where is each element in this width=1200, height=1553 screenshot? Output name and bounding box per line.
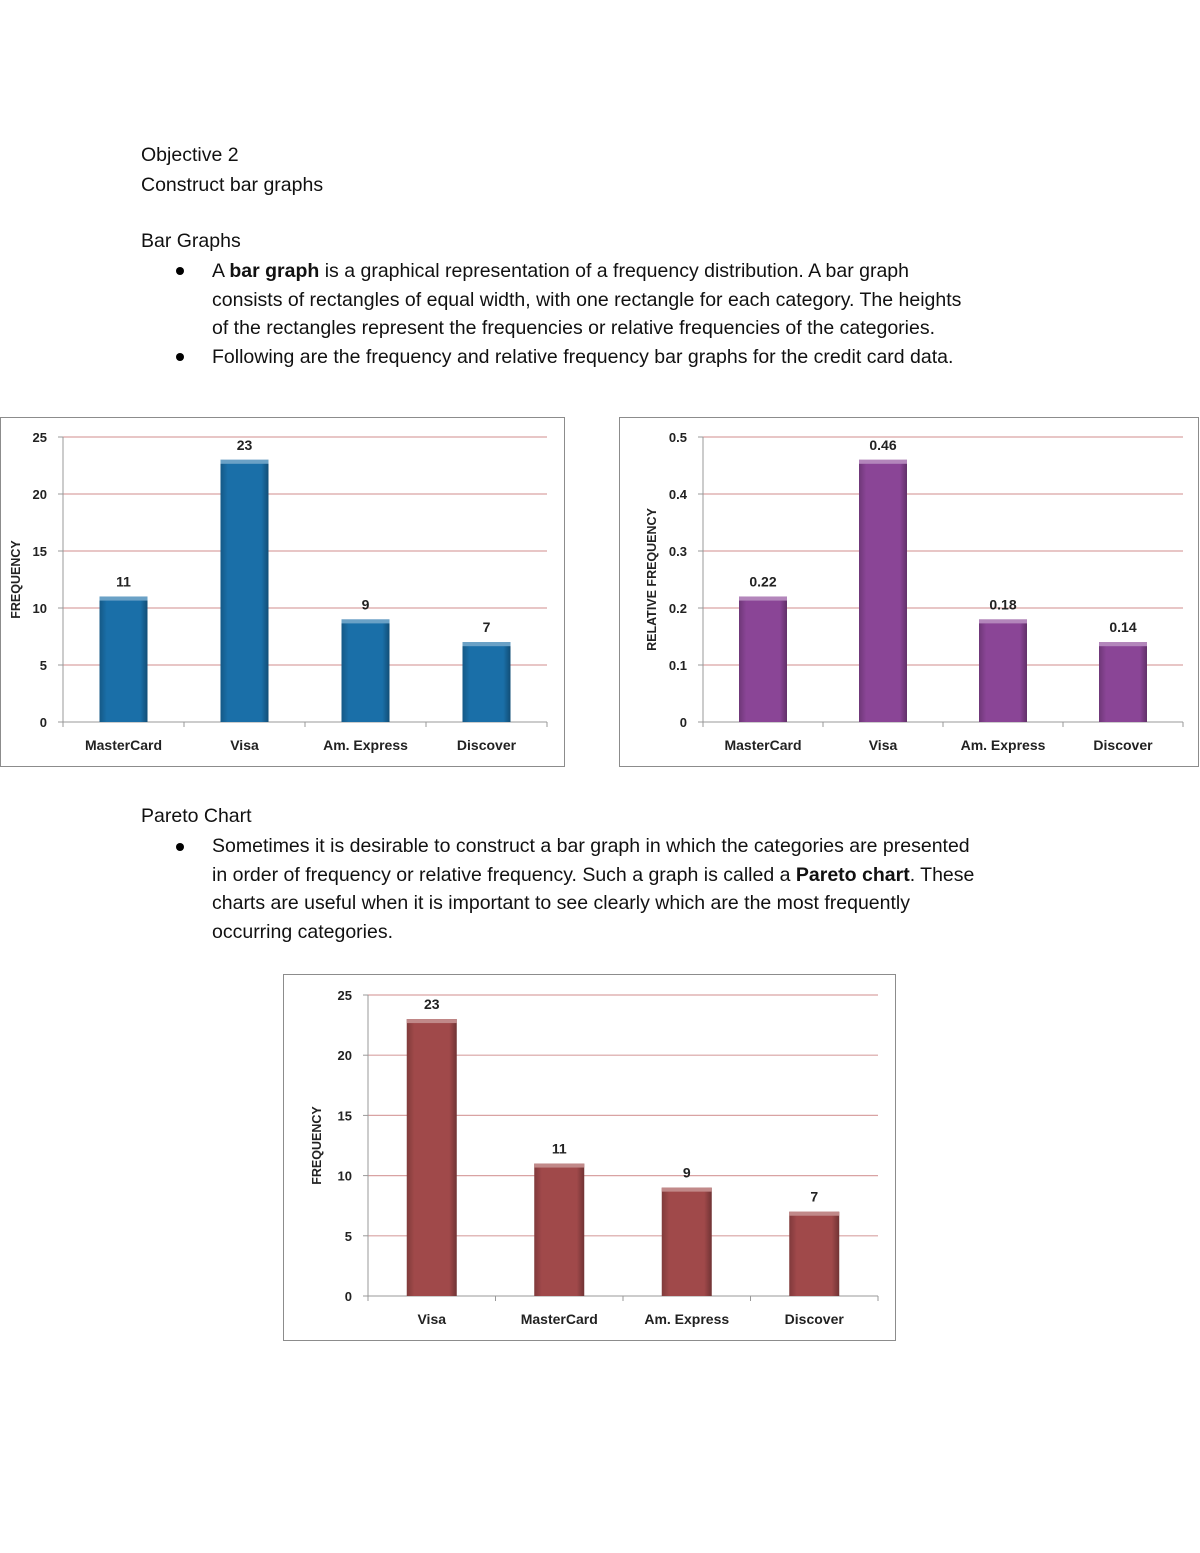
text: is a graphical representation of a frequ… bbox=[319, 260, 909, 282]
bullet-text-line: in order of frequency or relative freque… bbox=[212, 863, 974, 887]
y-tick-label: 15 bbox=[338, 1108, 352, 1123]
category-label: MasterCard bbox=[85, 737, 162, 753]
y-axis-label: RELATIVE FREQUENCY bbox=[645, 507, 659, 650]
bar bbox=[534, 1163, 585, 1296]
value-label: 0.46 bbox=[869, 437, 896, 453]
bar bbox=[406, 1019, 457, 1296]
y-tick-label: 20 bbox=[33, 487, 47, 502]
bullet-text-line: Sometimes it is desirable to construct a… bbox=[212, 835, 970, 857]
bar bbox=[341, 619, 390, 722]
bullet-text: Following are the frequency and relative… bbox=[212, 346, 954, 368]
objective-heading: Objective 2 bbox=[141, 144, 239, 166]
bar bbox=[661, 1187, 712, 1296]
value-label: 23 bbox=[237, 437, 253, 453]
bar-top-highlight bbox=[661, 1187, 712, 1192]
y-tick-label: 0.2 bbox=[669, 601, 687, 616]
relative-frequency-bar-chart: 0 0.1 0.2 0.3 0.4 0.5 0.22 MasterCard 0.46 Visa 0.… bbox=[619, 417, 1199, 767]
bar-top-highlight bbox=[99, 596, 148, 601]
category-label: Visa bbox=[230, 737, 259, 753]
category-label: Am. Express bbox=[323, 737, 408, 753]
value-label: 0.14 bbox=[1109, 619, 1136, 635]
category-label: MasterCard bbox=[521, 1311, 598, 1327]
y-tick-label: 5 bbox=[345, 1229, 352, 1244]
y-tick-label: 0.5 bbox=[669, 430, 687, 445]
bullet-icon bbox=[176, 843, 184, 851]
chart-svg: 0 5 10 15 20 25 23 Visa 11 MasterCard 9 Am. Express… bbox=[310, 988, 879, 1327]
bar-top-highlight bbox=[462, 642, 511, 647]
y-axis-label: FREQUENCY bbox=[310, 1106, 324, 1185]
bullet-icon bbox=[176, 267, 184, 275]
bar bbox=[1099, 642, 1147, 722]
y-axis-label: FREQUENCY bbox=[9, 540, 23, 619]
bar-top-highlight bbox=[739, 596, 787, 601]
text: in order of frequency or relative freque… bbox=[212, 864, 796, 886]
bar-top-highlight bbox=[406, 1019, 457, 1024]
category-label: Am. Express bbox=[961, 737, 1046, 753]
bar bbox=[979, 619, 1027, 722]
objective-subtitle: Construct bar graphs bbox=[141, 174, 324, 196]
chart-svg: 0 5 10 15 20 25 11 MasterCard 23 Visa 9 Am. Express… bbox=[9, 430, 548, 753]
y-tick-label: 25 bbox=[33, 430, 47, 445]
bar-top-highlight bbox=[220, 459, 269, 464]
text: A bbox=[212, 260, 230, 282]
bold-term: Pareto chart bbox=[795, 864, 910, 886]
bar-top-highlight bbox=[1099, 642, 1147, 647]
value-label: 0.18 bbox=[989, 596, 1016, 612]
bar bbox=[739, 596, 787, 722]
bar bbox=[99, 596, 148, 722]
bullet-text: A bar graph is a graphical representatio… bbox=[212, 259, 909, 283]
bar bbox=[462, 642, 511, 722]
bar bbox=[220, 459, 269, 722]
value-label: 11 bbox=[116, 574, 131, 590]
bullet-text-line: occurring categories. bbox=[212, 921, 394, 943]
value-label: 9 bbox=[683, 1165, 691, 1181]
chart-svg: 0 0.1 0.2 0.3 0.4 0.5 0.22 MasterCard 0.46 Visa 0.… bbox=[645, 430, 1184, 753]
section-title-pareto: Pareto Chart bbox=[141, 805, 252, 827]
y-tick-label: 15 bbox=[33, 544, 47, 559]
category-label: Visa bbox=[869, 737, 898, 753]
bar-top-highlight bbox=[789, 1211, 840, 1216]
y-tick-label: 0 bbox=[680, 715, 687, 730]
bar bbox=[859, 459, 907, 722]
category-label: Am. Express bbox=[644, 1311, 729, 1327]
y-tick-label: 0.4 bbox=[669, 487, 688, 502]
value-label: 7 bbox=[483, 619, 491, 635]
bullet-icon bbox=[176, 353, 184, 361]
bar-top-highlight bbox=[534, 1163, 585, 1168]
section-title-bar-graphs: Bar Graphs bbox=[141, 230, 241, 252]
y-tick-label: 10 bbox=[338, 1169, 352, 1184]
bar-top-highlight bbox=[859, 459, 907, 464]
bar-top-highlight bbox=[341, 619, 390, 624]
bold-term: bar graph bbox=[229, 260, 320, 282]
y-tick-label: 0 bbox=[345, 1289, 352, 1304]
y-tick-label: 5 bbox=[40, 658, 47, 673]
category-label: Visa bbox=[417, 1311, 446, 1327]
bullet-text-line: of the rectangles represent the frequenc… bbox=[212, 317, 936, 339]
value-label: 23 bbox=[424, 996, 440, 1012]
text: . These bbox=[909, 864, 975, 886]
category-label: Discover bbox=[457, 737, 517, 753]
bullet-text-line: charts are useful when it is important t… bbox=[212, 892, 910, 914]
value-label: 0.22 bbox=[749, 574, 776, 590]
value-label: 11 bbox=[552, 1141, 567, 1157]
bar bbox=[789, 1211, 840, 1296]
y-tick-label: 0 bbox=[40, 715, 47, 730]
category-label: MasterCard bbox=[724, 737, 801, 753]
frequency-bar-chart: 0 5 10 15 20 25 11 MasterCard 23 Visa 9 Am. Express… bbox=[0, 417, 565, 767]
category-label: Discover bbox=[785, 1311, 845, 1327]
value-label: 9 bbox=[362, 596, 370, 612]
bullet-text-line: consists of rectangles of equal width, w… bbox=[212, 289, 962, 311]
value-label: 7 bbox=[810, 1189, 818, 1205]
y-tick-label: 20 bbox=[338, 1048, 352, 1063]
pareto-chart: 0 5 10 15 20 25 23 Visa 11 MasterCard 9 Am. Express… bbox=[283, 974, 896, 1341]
y-tick-label: 25 bbox=[338, 988, 352, 1003]
bar-top-highlight bbox=[979, 619, 1027, 624]
y-tick-label: 0.3 bbox=[669, 544, 687, 559]
y-tick-label: 10 bbox=[33, 601, 47, 616]
category-label: Discover bbox=[1093, 737, 1153, 753]
y-tick-label: 0.1 bbox=[669, 658, 687, 673]
